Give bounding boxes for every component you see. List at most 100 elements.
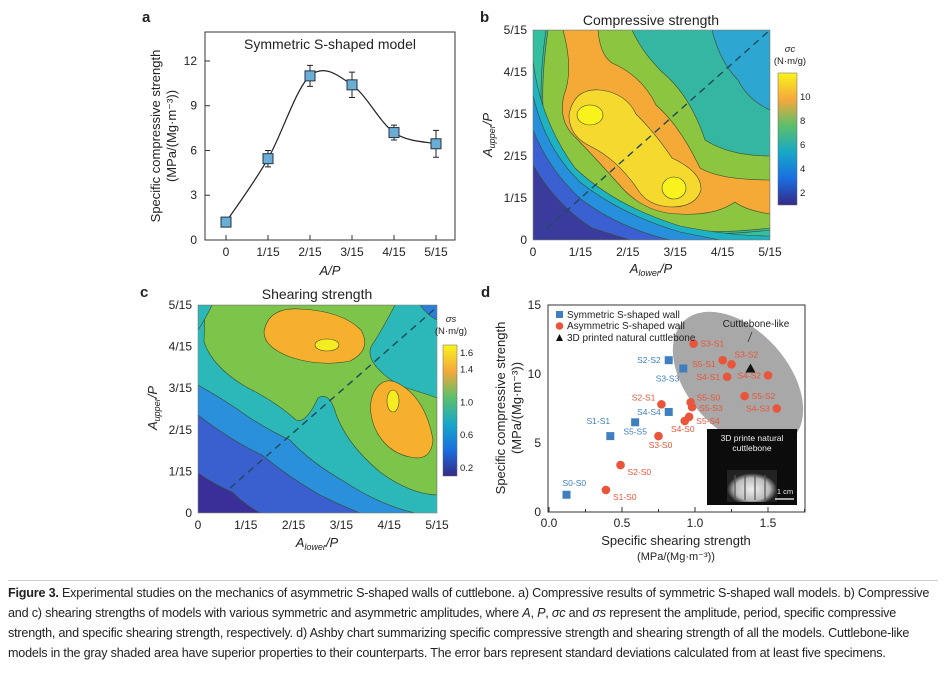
colorbar-tick-label: 0.6 bbox=[460, 430, 473, 441]
x-tick-label: 1/15 bbox=[234, 518, 258, 532]
colorbar-tick-label: 1.0 bbox=[460, 397, 473, 408]
data-point bbox=[220, 216, 232, 228]
y-axis-label-b: Aupper/P bbox=[480, 113, 497, 158]
colorbar-unit-b: (N·m/g) bbox=[774, 56, 806, 67]
panel-b: b Compressive strength 0 1/15 2/15 3/15 4/15… bbox=[480, 9, 811, 278]
colorbar-title-c: σs bbox=[446, 314, 457, 325]
y-tick-label: 10 bbox=[528, 367, 542, 381]
x-tick-label: 2/15 bbox=[616, 245, 640, 259]
triangle-marker bbox=[745, 363, 756, 373]
data-point: S3-S2 bbox=[727, 349, 758, 369]
point-label: S1-S1 bbox=[587, 416, 611, 426]
colorbar-tick-label: 1.4 bbox=[460, 365, 473, 376]
colorbar-tick-label: 2 bbox=[800, 188, 805, 199]
chart-title-c: Shearing strength bbox=[262, 286, 373, 302]
data-point: S5-S2 bbox=[740, 391, 776, 401]
y-axis-unit-a: (MPa/(Mg·m⁻³)) bbox=[164, 90, 179, 182]
y-tick-label: 2/15 bbox=[169, 423, 193, 437]
x-tick-label: 5/15 bbox=[425, 518, 449, 532]
point-label: S4-S4 bbox=[637, 407, 661, 417]
cuttlebone-like-region bbox=[672, 311, 804, 449]
x-axis-label-b: Alower/P bbox=[629, 261, 673, 278]
y-tick-label: 0 bbox=[534, 505, 541, 519]
y-tick-label: 2/15 bbox=[504, 149, 528, 163]
point-label: S3-S3 bbox=[656, 373, 680, 383]
y-axis-label-c: Aupper/P bbox=[145, 386, 162, 431]
marker bbox=[304, 70, 316, 82]
data-point: S4-S3 bbox=[746, 404, 782, 414]
y-tick-label: 6 bbox=[190, 143, 197, 157]
x-tick-label: 1/15 bbox=[569, 245, 593, 259]
x-tick-label: 3/15 bbox=[340, 245, 364, 259]
marker bbox=[430, 138, 442, 150]
data-point: S5-S0 bbox=[686, 392, 721, 407]
point-label: S0-S0 bbox=[563, 478, 587, 488]
y-axis-unit-d: (MPa/(Mg·m⁻³)) bbox=[509, 362, 524, 454]
data-point: S0-S0 bbox=[562, 478, 587, 499]
x-tick-label: 0 bbox=[195, 518, 202, 532]
data-point: S4-S4 bbox=[637, 407, 673, 417]
y-tick-label: 4/15 bbox=[504, 65, 528, 79]
square-marker bbox=[562, 490, 571, 499]
circle-marker bbox=[740, 391, 749, 401]
data-point: S3-S3 bbox=[656, 364, 688, 383]
data-point: S1-S0 bbox=[601, 485, 637, 502]
panel-d: d Cuttlebone-like 3D printe natural cutt… bbox=[481, 284, 806, 563]
circle-marker bbox=[616, 460, 625, 470]
square-marker bbox=[631, 418, 640, 427]
chart-title-b: Compressive strength bbox=[583, 12, 719, 28]
data-point: S2-S0 bbox=[616, 460, 651, 477]
marker bbox=[388, 127, 400, 139]
y-tick-label: 4/15 bbox=[169, 340, 193, 354]
point-label: S3-S1 bbox=[701, 339, 725, 349]
y-tick-label: 3/15 bbox=[504, 107, 528, 121]
colorbar-b bbox=[777, 72, 798, 206]
colorbar-tick-label: 1.6 bbox=[460, 348, 473, 359]
point-label: S2-S2 bbox=[637, 355, 661, 365]
data-point: S4-S2 bbox=[737, 370, 773, 380]
point-label: S4-S0 bbox=[671, 424, 695, 434]
y-tick-label: 12 bbox=[184, 54, 198, 68]
fit-curve bbox=[225, 70, 437, 223]
y-tick-label: 5/15 bbox=[504, 23, 528, 37]
colorbar-c bbox=[442, 344, 458, 477]
data-point bbox=[388, 124, 400, 141]
contour-map-c bbox=[198, 305, 437, 513]
square-marker bbox=[606, 432, 615, 441]
legend-cuttlebone: 3D printed natural cuttlebone bbox=[567, 333, 696, 344]
panel-label-b: b bbox=[480, 9, 489, 26]
colorbar-tick-label: 4 bbox=[800, 164, 805, 175]
y-axis-label-d: Specific compressive strength bbox=[493, 322, 508, 495]
y-tick-label: 15 bbox=[528, 298, 542, 312]
circle-marker bbox=[657, 400, 666, 409]
data-point: S2-S2 bbox=[637, 355, 673, 365]
y-axis-label-a: Specific compressive strength bbox=[148, 50, 163, 223]
circle-marker bbox=[772, 404, 782, 413]
x-tick-label: 3/15 bbox=[330, 518, 354, 532]
marker bbox=[346, 79, 358, 91]
x-tick-label: 4/15 bbox=[378, 518, 402, 532]
figure-3: a Symmetric S-shaped model 0 3 6 9 12 0 1/15 2… bbox=[140, 9, 811, 563]
figure-caption: Figure 3. Experimental studies on the me… bbox=[8, 580, 938, 663]
data-point bbox=[346, 71, 358, 99]
x-tick-label: 0 bbox=[223, 245, 230, 259]
panel-a: a Symmetric S-shaped model 0 3 6 9 12 0 1/15 2… bbox=[142, 9, 456, 278]
x-tick-label: 4/15 bbox=[382, 245, 406, 259]
point-label: S4-S1 bbox=[696, 372, 720, 382]
square-marker bbox=[664, 356, 673, 365]
point-label: S5-S1 bbox=[692, 359, 716, 369]
data-point bbox=[745, 363, 756, 373]
region-label: Cuttlebone-like bbox=[723, 319, 790, 330]
circle-marker bbox=[689, 339, 698, 348]
legend-asymmetric: Asymmetric S-shaped wall bbox=[567, 321, 685, 332]
point-label: S5-S3 bbox=[699, 403, 723, 413]
circle-marker bbox=[763, 371, 773, 380]
data-point bbox=[262, 149, 274, 168]
x-tick-label: 0.0 bbox=[541, 516, 558, 530]
diagonal-dashed-line bbox=[546, 30, 770, 229]
circle-marker bbox=[727, 360, 736, 369]
x-tick-label: 5/15 bbox=[424, 245, 448, 259]
point-label: S5-S5 bbox=[623, 426, 647, 436]
circle-marker bbox=[654, 431, 663, 441]
point-label: S1-S0 bbox=[613, 492, 637, 502]
